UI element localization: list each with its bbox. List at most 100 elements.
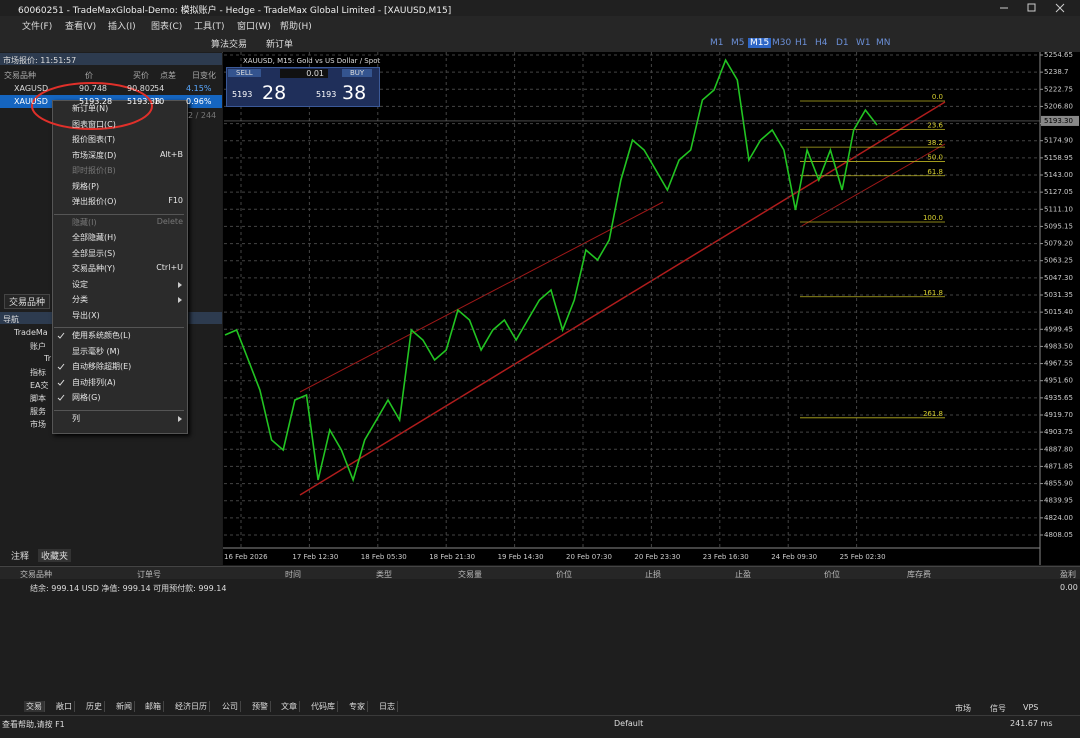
menu-item[interactable]: 规格(P)	[72, 181, 100, 191]
sell-price[interactable]: 5193	[232, 90, 253, 99]
y-tick-label: 4855.90	[1044, 480, 1073, 488]
y-tick-label: 4919.70	[1044, 411, 1073, 419]
terminal-tab[interactable]: 预警	[250, 701, 271, 712]
timeframe-button[interactable]: M5	[731, 38, 745, 48]
menu-item[interactable]: 弹出报价(O)	[72, 197, 117, 206]
menu-item[interactable]: 新订单(N)	[72, 104, 109, 113]
nav-item[interactable]: 市场	[30, 420, 46, 429]
fib-label: 261.8	[923, 410, 943, 418]
buy-button[interactable]: BUY	[342, 69, 373, 77]
symbol-count: 2 / 244	[188, 111, 217, 120]
side-tab[interactable]: 市场	[955, 704, 971, 713]
submenu-arrow	[178, 415, 182, 422]
annotation-circle	[31, 82, 153, 130]
timeframe-button[interactable]: D1	[836, 38, 849, 48]
cell: 0.96%	[186, 97, 212, 106]
menu-item[interactable]: 隐藏(I)	[72, 217, 97, 227]
toolbar-button[interactable]: 新订单	[266, 40, 294, 50]
menu-item[interactable]: 网格(G)	[72, 393, 101, 402]
terminal-tab[interactable]: 交易	[24, 701, 45, 712]
menu-item[interactable]: 导出(X)	[72, 310, 100, 320]
menu-item[interactable]: 工具(T)	[194, 22, 225, 32]
terminal-tab[interactable]: 代码库	[309, 701, 338, 712]
column-header: 止盈	[735, 570, 751, 579]
nav-item[interactable]: 账户	[30, 342, 46, 351]
terminal-tab[interactable]: 专家	[347, 701, 368, 712]
terminal-tab[interactable]: 邮箱	[143, 701, 164, 712]
fib-label: 100.0	[923, 214, 943, 222]
buy-price[interactable]: 5193	[316, 90, 337, 99]
menu-item[interactable]: 全部显示(S)	[72, 248, 116, 258]
nav-item[interactable]: Tr	[44, 354, 51, 363]
sell-price[interactable]: 28	[262, 82, 287, 104]
menu-item[interactable]: 市场深度(D)	[72, 150, 117, 160]
timeframe-button[interactable]: M1	[710, 38, 724, 48]
nav-item[interactable]: 脚本	[30, 394, 46, 403]
side-tab[interactable]: VPS	[1023, 703, 1039, 712]
submenu-arrow	[178, 281, 182, 288]
menu-item[interactable]: 窗口(W)	[237, 22, 271, 32]
sell-button[interactable]: SELL	[228, 69, 261, 77]
window-title: 60060251 - TradeMaxGlobal-Demo: 模拟账户 - H…	[18, 6, 452, 16]
menu-item[interactable]: 自动移除超期(E)	[72, 362, 132, 371]
menu-item[interactable]: 自动排列(A)	[72, 377, 116, 387]
toolbar-button[interactable]: 算法交易	[211, 40, 248, 50]
nav-item[interactable]: TradeMa	[14, 328, 48, 337]
buy-price[interactable]: 38	[342, 82, 367, 104]
menu-item[interactable]: 查看(V)	[65, 22, 97, 32]
fib-label: 0.0	[932, 93, 943, 101]
y-tick-label: 4887.80	[1044, 445, 1073, 453]
price-line	[224, 58, 878, 483]
terminal-tab[interactable]: 历史	[84, 701, 105, 712]
fib-label: 161.8	[923, 289, 943, 297]
menu-item[interactable]: 图表窗口(C)	[72, 119, 116, 129]
timeframe-button[interactable]: H4	[815, 38, 828, 48]
menu-item[interactable]: 报价图表(T)	[72, 135, 116, 144]
timeframe-button[interactable]: W1	[856, 38, 871, 48]
trend-line	[299, 101, 946, 496]
timeframe-button[interactable]: H1	[795, 38, 808, 48]
terminal-tab[interactable]: 新闻	[114, 701, 135, 712]
column-header: 库存费	[907, 570, 931, 579]
y-tick-label: 5031.35	[1044, 291, 1073, 299]
panel-tab[interactable]: 注释	[11, 552, 30, 562]
timeframe-button[interactable]: MN	[876, 38, 891, 48]
menu-item[interactable]: 列	[72, 413, 80, 423]
column-header: 时间	[285, 570, 301, 579]
x-tick-label: 19 Feb 14:30	[498, 553, 544, 561]
side-tab[interactable]: 信号	[990, 704, 1006, 713]
menu-item[interactable]: 帮助(H)	[280, 22, 312, 32]
terminal-tab[interactable]: 敞口	[54, 701, 75, 712]
menu-item[interactable]: 即时报价(B)	[72, 166, 116, 175]
menu-item[interactable]: 分类	[72, 295, 88, 304]
menu-item[interactable]: 插入(I)	[108, 22, 136, 32]
nav-item[interactable]: EA交	[30, 381, 49, 390]
timeframe-button[interactable]: M30	[772, 38, 792, 48]
terminal-tab[interactable]: 日志	[377, 701, 398, 712]
menu-shortcut: Delete	[156, 216, 183, 226]
panel-tab[interactable]: 收藏夹	[38, 549, 72, 562]
y-tick-label: 5047.30	[1044, 274, 1073, 282]
timeframe-button[interactable]: M15	[748, 38, 772, 48]
menu-item[interactable]: 交易品种(Y)	[72, 264, 116, 273]
menu-item[interactable]: 显示毫秒 (M)	[72, 346, 120, 356]
lot-input[interactable]: 0.01	[280, 69, 328, 78]
menu-item[interactable]: 设定	[72, 279, 88, 289]
terminal-tab[interactable]: 文章	[279, 701, 300, 712]
menu-item[interactable]: 使用系统颜色(L)	[72, 331, 131, 340]
nav-item[interactable]: 指标	[30, 368, 46, 377]
panel-tab[interactable]: 交易品种	[4, 294, 51, 309]
menu-shortcut: Alt+B	[159, 149, 183, 159]
panel-title: 导航	[3, 315, 19, 324]
current-price-box	[1041, 115, 1079, 126]
menu-item[interactable]: 图表(C)	[151, 22, 183, 32]
nav-item[interactable]: 服务	[30, 407, 46, 416]
title-bar	[0, 0, 1080, 16]
terminal-tab[interactable]: 公司	[220, 701, 241, 712]
terminal-tab[interactable]: 经济日历	[173, 701, 210, 712]
menu-item[interactable]: 文件(F)	[22, 22, 53, 32]
cell: 54	[154, 84, 165, 93]
menu-item[interactable]: 全部隐藏(H)	[72, 233, 117, 242]
window-controls[interactable]	[990, 2, 1075, 14]
